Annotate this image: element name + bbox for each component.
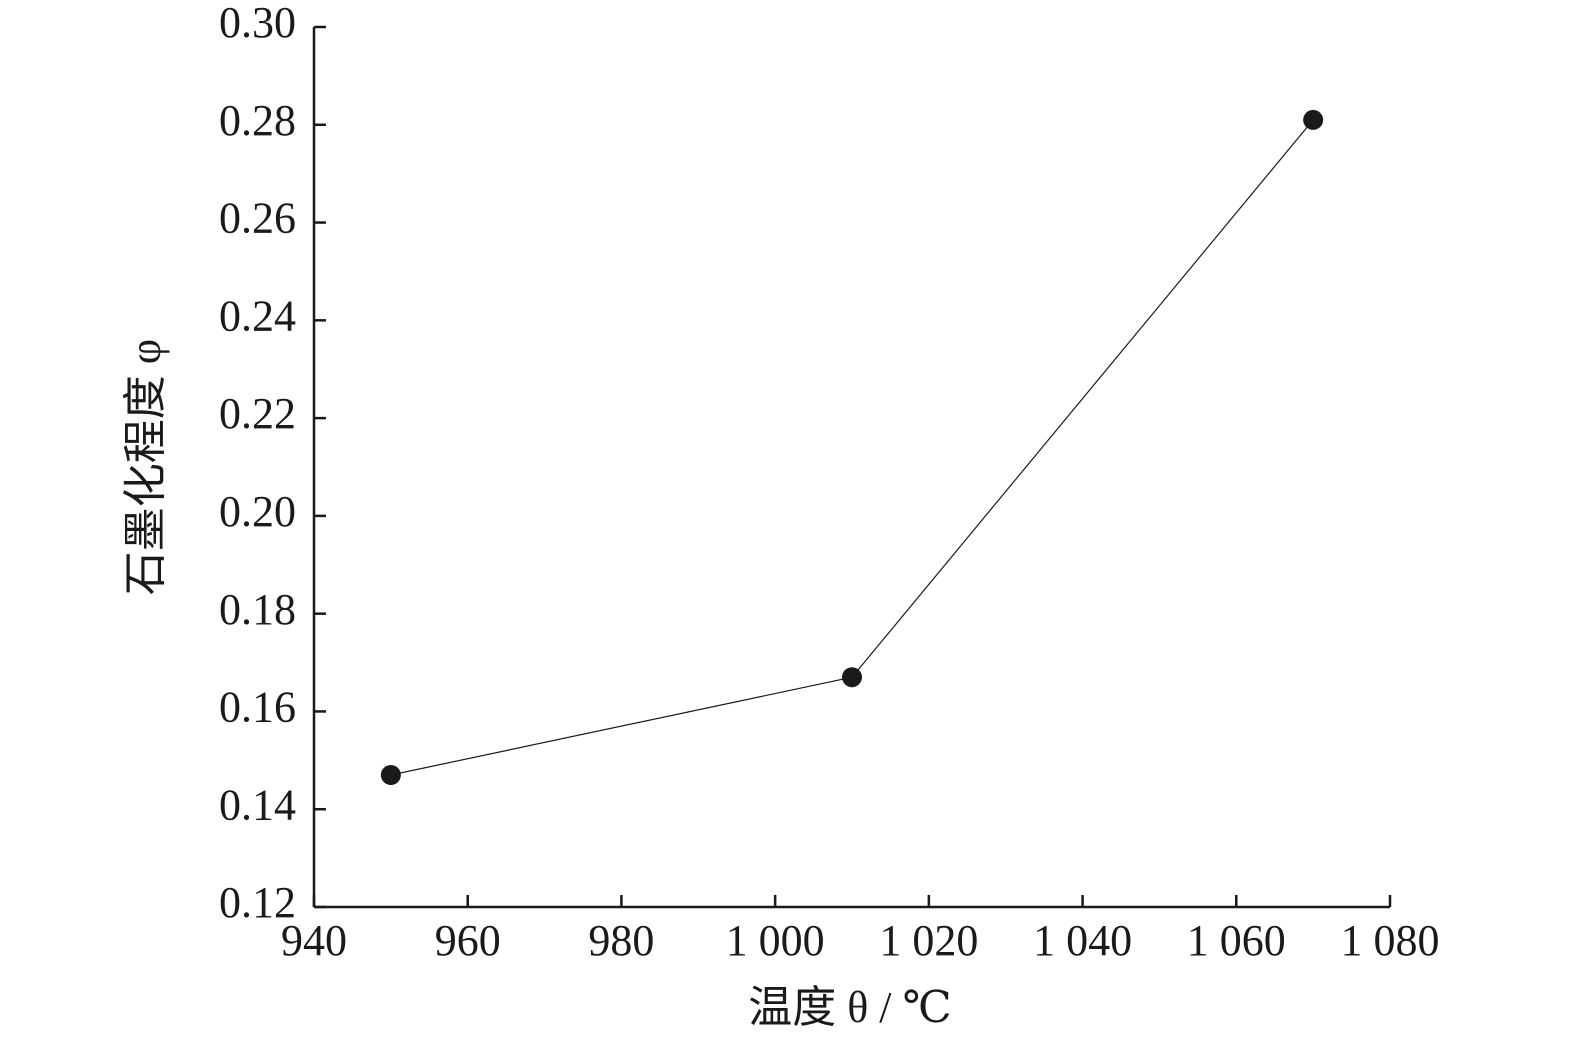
y-tick-label: 0.24 — [219, 291, 296, 340]
x-tick-label: 960 — [435, 916, 501, 965]
x-tick-label: 1 040 — [1033, 916, 1132, 965]
y-tick-label: 0.18 — [219, 585, 296, 634]
x-tick-label: 1 060 — [1187, 916, 1286, 965]
x-axis-label: 温度 θ / ℃ — [748, 983, 952, 1032]
data-point — [380, 765, 401, 785]
x-tick-label: 1 020 — [879, 916, 978, 965]
x-tick-label: 1 000 — [726, 916, 825, 965]
y-tick-label: 0.28 — [219, 96, 296, 145]
x-tick-label: 980 — [588, 916, 654, 965]
y-tick-label: 0.26 — [219, 194, 296, 243]
y-tick-label: 0.16 — [219, 683, 296, 732]
data-point — [1303, 109, 1324, 130]
x-tick-label: 1 080 — [1341, 916, 1440, 965]
y-tick-label: 0.14 — [219, 780, 296, 829]
y-tick-label: 0.20 — [219, 487, 296, 536]
y-tick-label: 0.22 — [219, 389, 296, 438]
x-tick-label: 940 — [281, 916, 347, 965]
y-tick-label: 0.30 — [219, 0, 296, 47]
y-axis-label: 石墨化程度 φ — [121, 339, 170, 595]
y-tick-label: 0.12 — [219, 878, 296, 927]
data-point — [842, 667, 862, 688]
